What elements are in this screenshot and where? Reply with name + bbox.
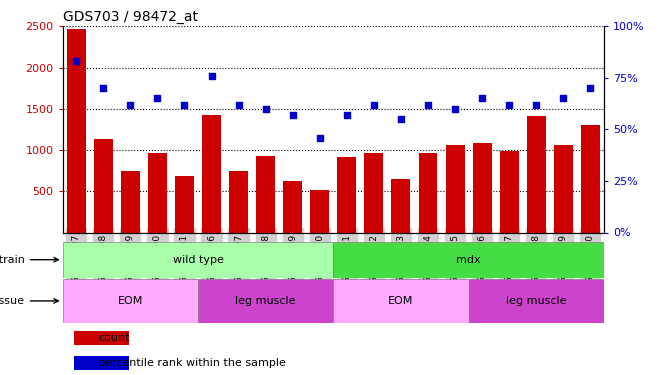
Point [504,102,515,108]
Point [368,102,379,108]
Point [585,85,595,91]
Bar [469,279,604,322]
Bar [63,279,198,322]
Text: strain: strain [0,255,58,265]
Bar [310,190,329,232]
Bar [67,29,86,233]
Bar [256,156,275,232]
Point [206,73,216,79]
Bar [337,158,356,232]
Point [98,85,108,91]
Text: count: count [98,333,129,343]
Point [152,96,162,102]
Point [71,58,82,64]
Bar [473,143,492,232]
Point [531,102,541,108]
Text: mdx: mdx [456,255,481,265]
Text: leg muscle: leg muscle [236,296,296,306]
Text: tissue: tissue [0,296,58,306]
Point [558,96,568,102]
Text: EOM: EOM [388,296,414,306]
Point [260,106,271,112]
Bar [198,279,333,322]
Point [179,102,190,108]
Bar [554,145,573,232]
Bar [527,116,546,232]
Bar [581,125,600,232]
Bar [229,171,248,232]
Point [422,102,433,108]
Bar [446,145,465,232]
Point [314,135,325,141]
Point [342,112,352,118]
Bar [364,153,383,232]
Point [477,96,487,102]
Text: percentile rank within the sample: percentile rank within the sample [98,358,286,368]
Bar [73,331,129,345]
Bar [73,357,129,370]
Bar [63,242,333,278]
Bar [121,171,140,232]
Point [450,106,461,112]
Text: wild type: wild type [172,255,224,265]
Bar [94,139,113,232]
Point [125,102,136,108]
Text: leg muscle: leg muscle [506,296,566,306]
Point [395,116,406,122]
Bar [333,242,604,278]
Text: GDS703 / 98472_at: GDS703 / 98472_at [63,10,198,24]
Bar [283,182,302,232]
Bar [418,153,438,232]
Bar [148,153,167,232]
Point [234,102,244,108]
Bar [175,176,194,232]
Bar [202,114,221,232]
Bar [391,179,411,232]
Point [287,112,298,118]
Bar [333,279,469,322]
Bar [500,151,519,232]
Text: EOM: EOM [117,296,143,306]
